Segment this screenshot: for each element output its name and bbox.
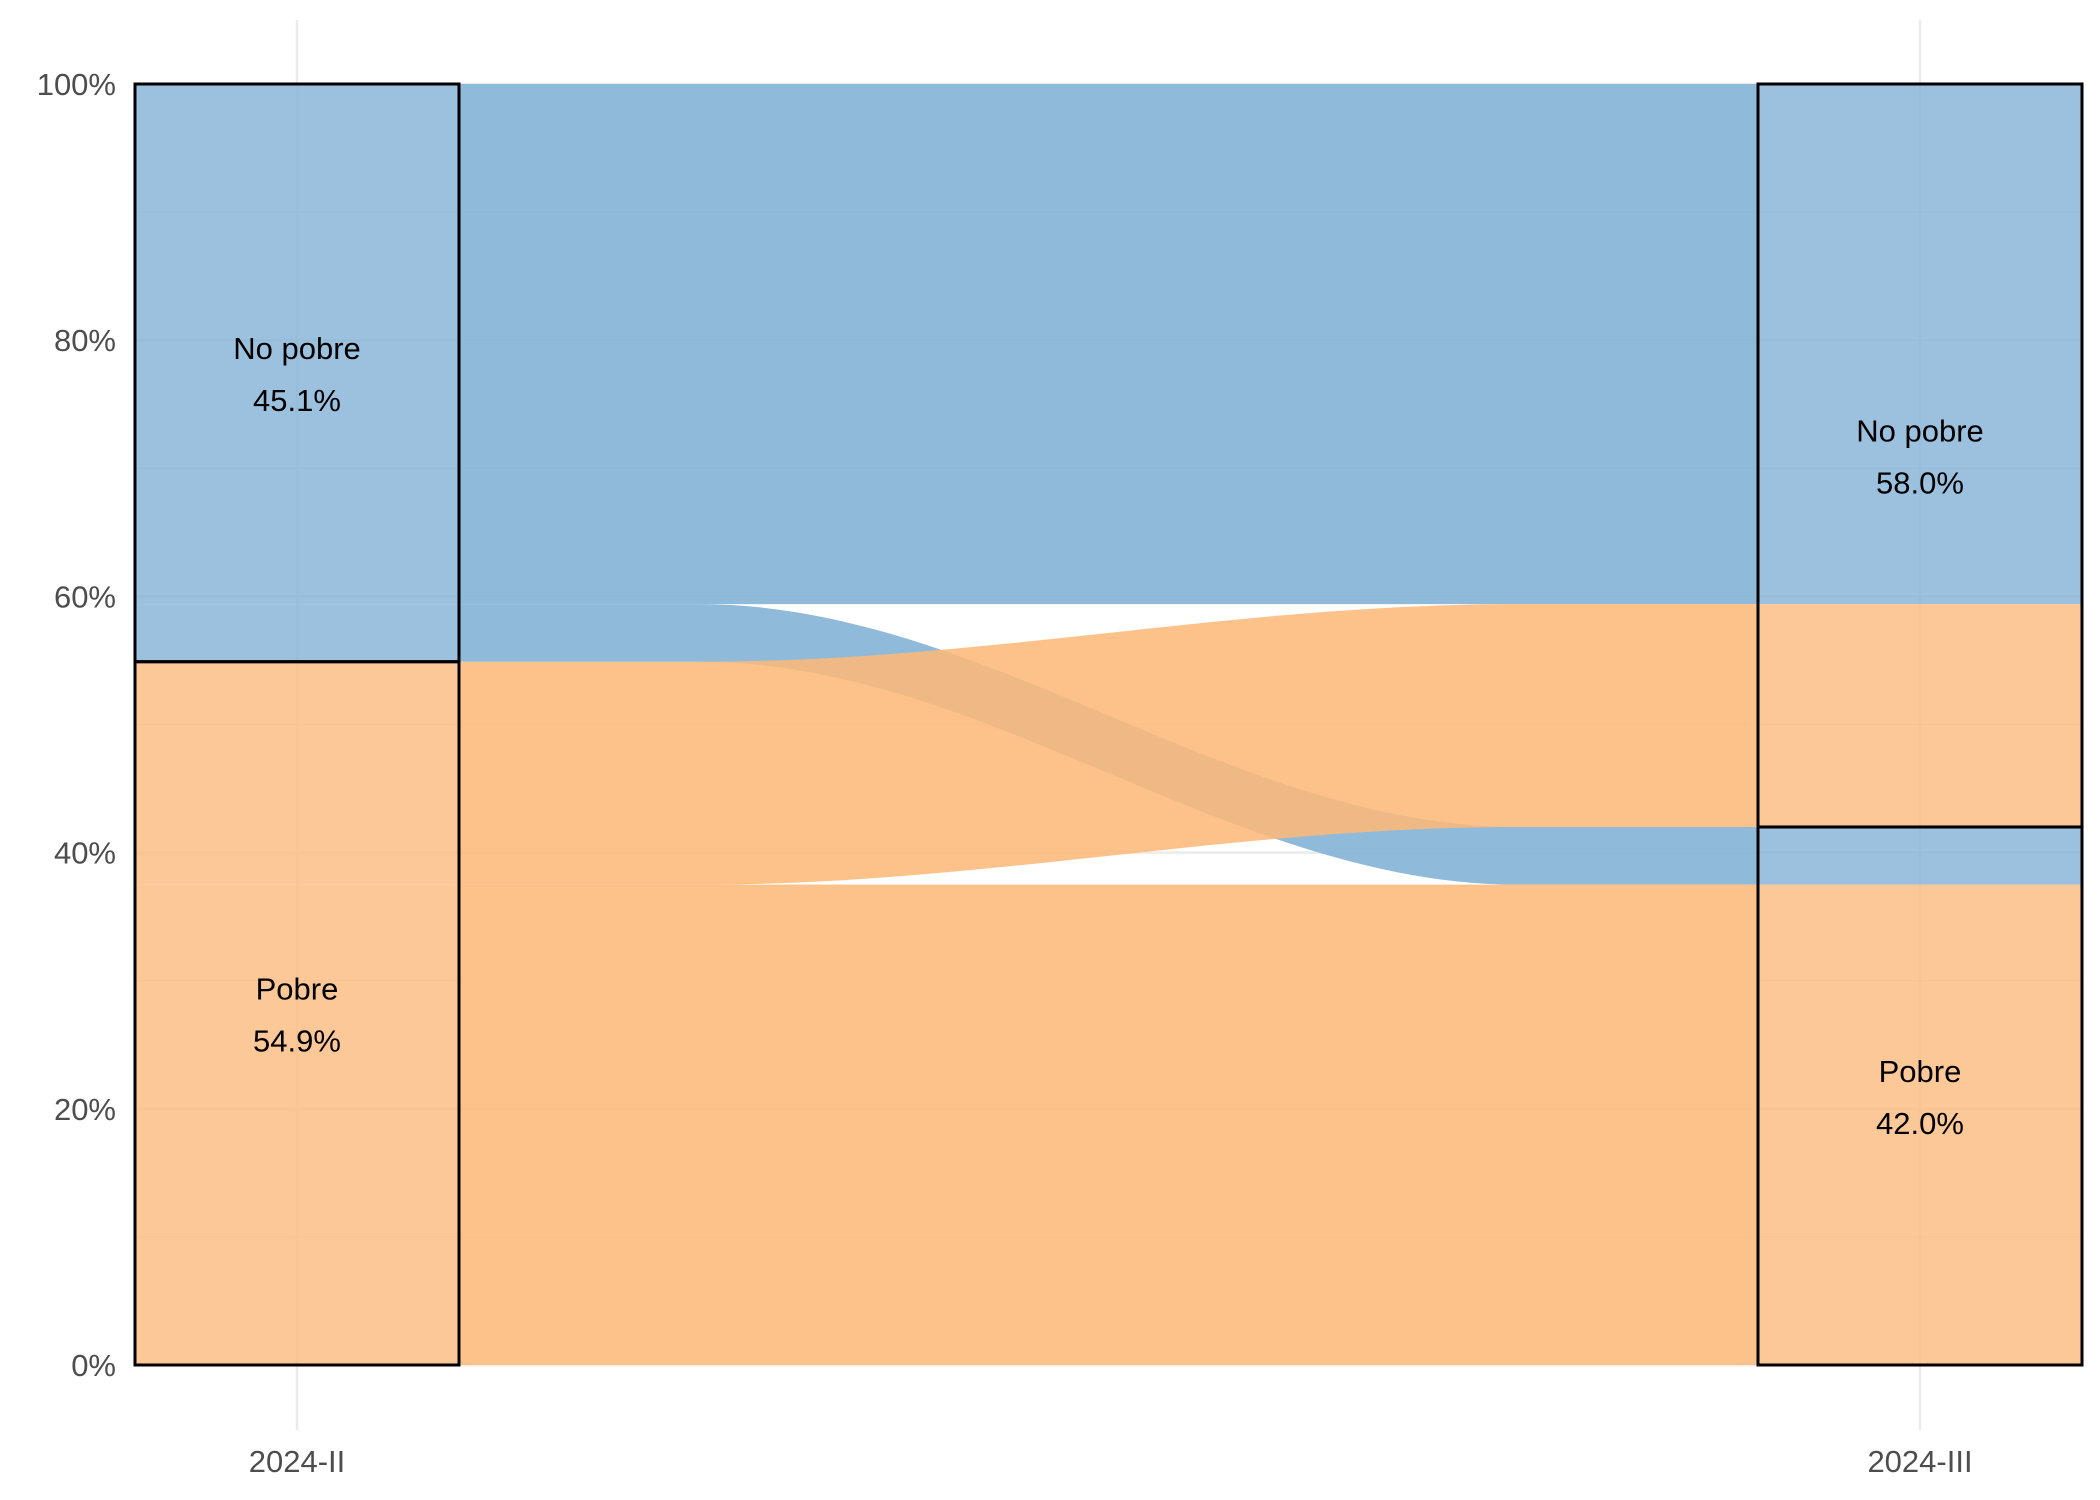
stratum-fill-segment <box>1758 84 2082 605</box>
stratum-percent-label: 54.9% <box>253 1023 341 1058</box>
y-tick-label: 20% <box>54 1092 116 1127</box>
y-tick-label: 40% <box>54 836 116 871</box>
x-tick-label: 2024-III <box>1867 1444 1972 1479</box>
flow-no-pobre-to-no-pobre <box>459 84 1758 605</box>
stratum-percent-label: 42.0% <box>1876 1106 1964 1141</box>
stratum-box-pobre-0 <box>133 660 461 1367</box>
stratum-fill-segment <box>135 661 459 885</box>
stratum-name-label: No pobre <box>1856 413 1984 448</box>
stratum-fill-segment <box>1758 604 2082 827</box>
label-layer: No pobre 45.1% Pobre 54.9% No pobre 58.0% Pobr… <box>233 331 1984 1141</box>
y-tick-label: 60% <box>54 579 116 614</box>
stratum-fill-segment <box>135 884 459 1365</box>
y-tick-label: 80% <box>54 323 116 358</box>
stratum-name-label: Pobre <box>1879 1054 1962 1089</box>
stratum-fill-segment <box>135 84 459 605</box>
stratum-fill-segment <box>1758 884 2082 1365</box>
axis-layer: 0% 20% 40% 60% 80% 100% 2024-II 2024-III <box>37 67 1973 1479</box>
stratum-percent-label: 58.0% <box>1876 465 1964 500</box>
stratum-fill-segment <box>135 604 459 662</box>
stratum-name-label: Pobre <box>256 971 339 1006</box>
stratum-box-pobre-1 <box>1756 825 2084 1367</box>
flow-pobre-to-pobre <box>459 884 1758 1365</box>
stratum-name-label: No pobre <box>233 331 361 366</box>
stratum-fill-segment <box>1758 826 2082 885</box>
y-tick-label: 100% <box>37 67 116 102</box>
stratum-percent-label: 45.1% <box>253 383 341 418</box>
stratum-layer <box>133 82 2084 1367</box>
x-tick-label: 2024-II <box>249 1444 346 1479</box>
y-tick-label: 0% <box>71 1348 116 1383</box>
flow-pobre-to-no-pobre <box>459 604 1758 885</box>
flow-layer <box>459 84 1758 1365</box>
